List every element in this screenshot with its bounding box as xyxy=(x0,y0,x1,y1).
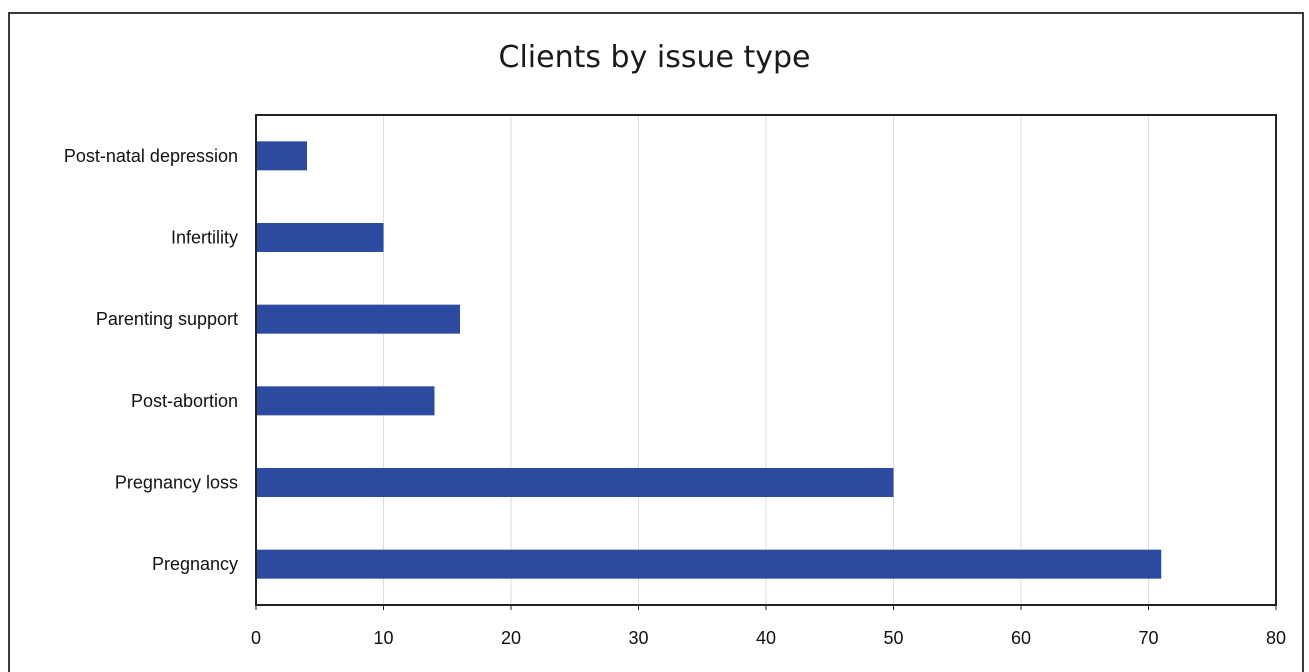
chart-frame xyxy=(8,12,1304,672)
category-labels: Post-natal depression Infertility Parentin… xyxy=(64,146,238,574)
x-tick-label: 70 xyxy=(1138,628,1158,648)
bar xyxy=(257,468,894,497)
category-label: Pregnancy loss xyxy=(115,473,238,493)
bar xyxy=(257,386,435,416)
bars xyxy=(257,141,1162,579)
x-tick-label: 0 xyxy=(251,628,261,648)
category-label: Infertility xyxy=(171,228,238,248)
x-tick-label: 40 xyxy=(756,628,776,648)
chart-title: Clients by issue type xyxy=(498,40,811,75)
x-tick-label: 20 xyxy=(501,628,521,648)
gridlines xyxy=(383,115,1149,605)
category-label: Post-abortion xyxy=(131,391,238,411)
x-tick-label: 10 xyxy=(373,628,393,648)
x-tick-label: 30 xyxy=(628,628,648,648)
bar xyxy=(257,223,384,252)
bar xyxy=(257,304,460,334)
category-label: Post-natal depression xyxy=(64,146,238,166)
x-tick-label: 50 xyxy=(883,628,903,648)
x-tick-label: 80 xyxy=(1266,628,1286,648)
x-tick-label: 60 xyxy=(1011,628,1031,648)
bar xyxy=(257,549,1162,579)
category-label: Parenting support xyxy=(96,309,238,329)
category-label: Pregnancy xyxy=(152,554,238,574)
x-tick-labels: 0 10 20 30 40 50 60 70 80 xyxy=(251,605,1286,648)
bar xyxy=(257,141,307,171)
